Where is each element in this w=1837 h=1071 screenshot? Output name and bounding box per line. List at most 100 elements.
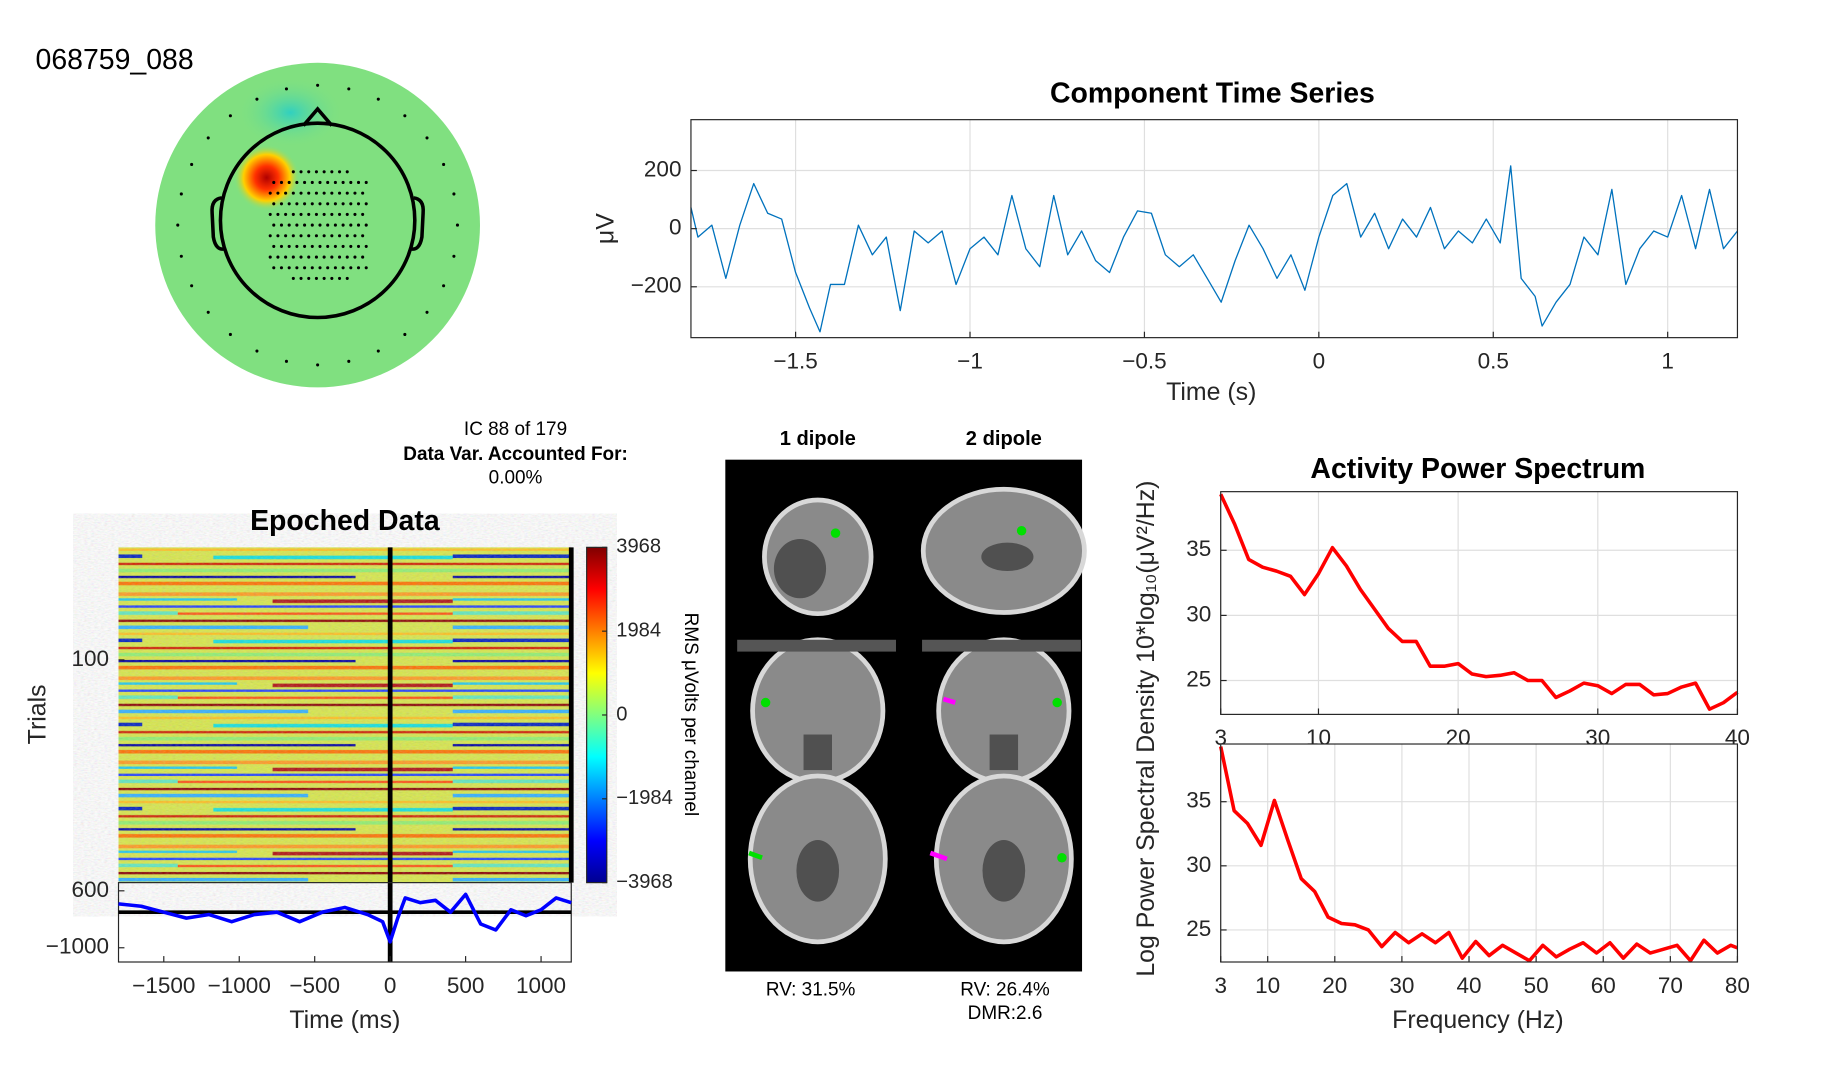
electrode [333, 180, 337, 184]
electrode [316, 83, 320, 87]
x-tick-label: 10 [1255, 973, 1280, 998]
dipole [942, 696, 956, 705]
electrode [376, 97, 380, 101]
y-tick-label: 30 [1186, 601, 1211, 626]
data-line [1218, 746, 1739, 963]
electrode [272, 180, 276, 184]
x-tick-label: 0 [384, 973, 397, 998]
electrode [333, 266, 337, 270]
mri-detail [989, 734, 1019, 771]
plot-frame [1220, 743, 1739, 963]
electrode [310, 266, 314, 270]
chart-title: Component Time Series [1050, 77, 1375, 109]
electrode [318, 180, 322, 184]
electrode [356, 266, 361, 270]
electrode [276, 255, 280, 259]
electrode [353, 255, 357, 259]
electrode [361, 212, 365, 216]
plot-frame [1220, 491, 1739, 715]
electrode [310, 244, 314, 248]
electrode [179, 192, 183, 196]
electrode [299, 212, 303, 216]
electrode [314, 170, 318, 174]
erp-image-noise [118, 547, 572, 883]
dipole [1016, 526, 1027, 536]
electrode [345, 255, 349, 259]
x-axis-label: Frequency (Hz) [1392, 1006, 1563, 1034]
electrode [307, 276, 311, 280]
electrode [347, 87, 351, 91]
electrode [364, 223, 368, 227]
electrode [322, 255, 326, 259]
electrode [318, 202, 322, 206]
electrode [364, 266, 368, 270]
electrode [356, 244, 361, 248]
electrode [349, 202, 353, 206]
electrode [287, 223, 291, 227]
electrode [228, 114, 232, 118]
x-tick-label: −1 [957, 348, 983, 373]
electrode [287, 180, 291, 184]
y-tick-label: 100 [71, 646, 109, 671]
x-tick-label: 1 [1661, 348, 1674, 373]
x-tick-label: 500 [447, 973, 485, 998]
electrode [314, 191, 318, 195]
electrode [310, 223, 314, 227]
y-tick-label: 600 [71, 877, 109, 902]
data-line [690, 165, 1738, 333]
electrode [330, 191, 334, 195]
x-tick-label: −500 [289, 973, 340, 998]
colorbar-tick-label: 0 [616, 703, 627, 725]
electrode [425, 310, 429, 314]
electrode [272, 244, 276, 248]
electrode [326, 180, 330, 184]
electrode [276, 191, 280, 195]
electrode [349, 180, 353, 184]
electrode [295, 180, 299, 184]
electrode [345, 170, 349, 174]
colorbar-label: RMS μVolts per channel [680, 613, 701, 817]
electrode [349, 244, 353, 248]
x-tick-label: 40 [1456, 973, 1481, 998]
colorbar-tick-label: 1984 [616, 619, 661, 641]
electrode [403, 332, 407, 336]
plot-area [1220, 491, 1738, 715]
x-tick-label: 60 [1591, 973, 1616, 998]
electrode [303, 202, 307, 206]
electrode [347, 359, 351, 363]
electrode [284, 191, 288, 195]
x-tick-label: 0.5 [1478, 348, 1509, 373]
mri-detail [796, 839, 840, 902]
electrode [353, 191, 357, 195]
electrode [338, 212, 342, 216]
electrode [442, 162, 446, 166]
plot-area [1220, 744, 1738, 963]
x-tick-label: 80 [1725, 973, 1750, 998]
x-tick-label: 50 [1524, 973, 1549, 998]
electrode [318, 244, 322, 248]
electrode [284, 359, 288, 363]
electrode [291, 170, 295, 174]
electrode [322, 276, 326, 280]
electrode [326, 244, 330, 248]
electrode [442, 284, 446, 288]
electrode [268, 255, 272, 259]
y-tick-label: 200 [644, 156, 682, 181]
dipole-header: 2 dipole [966, 428, 1042, 450]
electrode [376, 349, 380, 353]
electrode [349, 266, 353, 270]
mri-detail [773, 539, 827, 599]
electrode [310, 180, 314, 184]
electrode [338, 276, 342, 280]
electrode [330, 212, 334, 216]
electrode [272, 266, 276, 270]
dipole-header: 1 dipole [780, 428, 856, 450]
rv-label: RV: 31.5% [766, 979, 856, 1000]
electrode [206, 310, 210, 314]
x-tick-label: 20 [1322, 973, 1347, 998]
electrode [291, 191, 295, 195]
x-tick-label: 30 [1389, 973, 1414, 998]
electrode [333, 202, 337, 206]
electrode [268, 191, 272, 195]
electrode [330, 276, 334, 280]
